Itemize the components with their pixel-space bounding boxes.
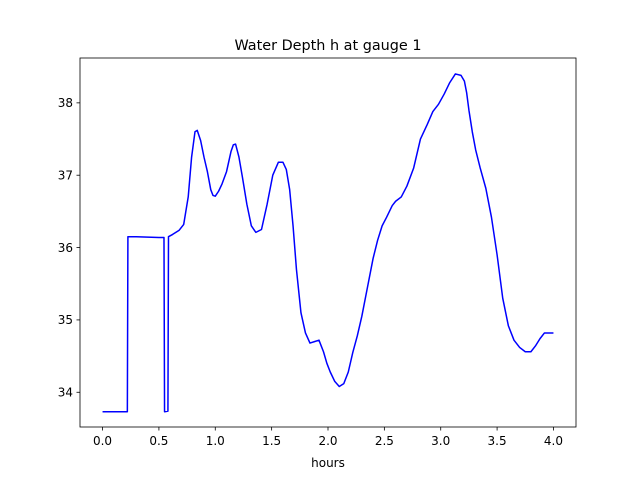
x-tick-label: 3.0 [431,434,450,448]
x-tick-label: 4.0 [544,434,563,448]
x-tick-label: 2.5 [375,434,394,448]
y-axis: 34 35 36 37 38 [58,96,80,400]
y-tick-label: 37 [58,169,73,183]
x-tick-label: 1.0 [206,434,225,448]
y-tick-label: 38 [58,96,73,110]
x-axis: 0.0 0.5 1.0 1.5 2.0 2.5 3.0 3.5 4.0 [93,427,563,448]
series-line [102,73,554,413]
x-axis-label: hours [311,456,345,470]
chart-title: Water Depth h at gauge 1 [234,38,421,54]
x-tick-label: 0.0 [93,434,112,448]
x-tick-label: 0.5 [149,434,168,448]
y-tick-label: 34 [58,386,73,400]
y-tick-label: 36 [58,241,73,255]
x-tick-label: 3.5 [488,434,507,448]
x-tick-label: 1.5 [262,434,281,448]
x-tick-label: 2.0 [318,434,337,448]
y-tick-label: 35 [58,313,73,327]
